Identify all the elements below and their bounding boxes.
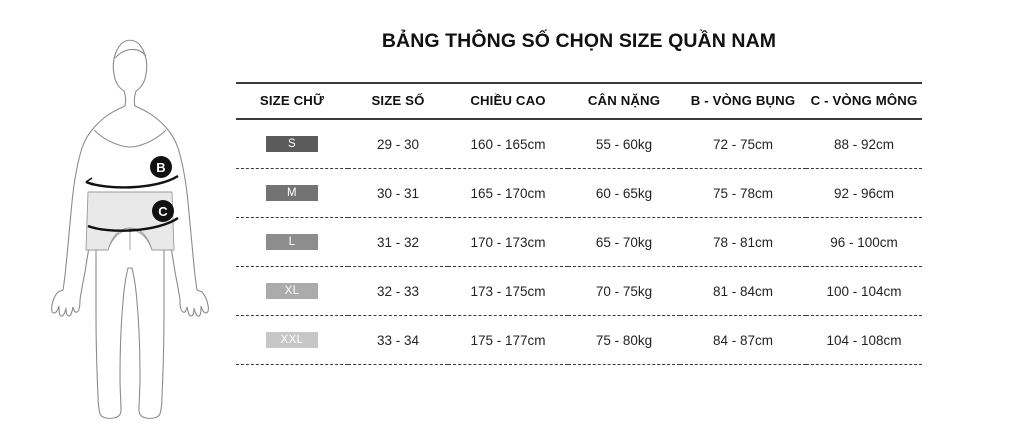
size-badge: M [266,185,318,202]
cell-size-letter: L [236,217,348,267]
table-row: M 30 - 31 165 - 170cm 60 - 65kg 75 - 78c… [236,168,922,218]
cell-size-number: 29 - 30 [348,119,448,169]
column-header-hip: C - VÒNG MÔNG [806,82,922,120]
chart-panel: BẢNG THÔNG SỐ CHỌN SIZE QUẦN NAM SIZE CH… [236,0,936,440]
table-row: XXL 33 - 34 175 - 177cm 75 - 80kg 84 - 8… [236,315,922,365]
column-header-waist: B - VÒNG BỤNG [680,82,806,120]
size-chart-table: SIZE CHỮ SIZE SỐ CHIỀU CAO CÂN NẶNG B - … [236,82,922,365]
size-badge: S [266,136,318,153]
cell-waist: 78 - 81cm [680,217,806,267]
table-row: XL 32 - 33 173 - 175cm 70 - 75kg 81 - 84… [236,266,922,316]
chest-line [93,129,167,148]
cell-size-number: 31 - 32 [348,217,448,267]
cell-weight: 55 - 60kg [568,119,680,169]
size-badge: L [266,234,318,251]
waist-marker-label: B [156,160,165,175]
size-badge: XXL [266,332,318,349]
cell-hip: 104 - 108cm [806,315,922,365]
cell-waist: 84 - 87cm [680,315,806,365]
cell-hip: 92 - 96cm [806,168,922,218]
column-header-weight: CÂN NẶNG [568,82,680,120]
cell-size-letter: S [236,119,348,169]
cell-size-number: 32 - 33 [348,266,448,316]
cell-height: 175 - 177cm [448,315,568,365]
cell-hip: 96 - 100cm [806,217,922,267]
table-header-row: SIZE CHỮ SIZE SỐ CHIỀU CAO CÂN NẶNG B - … [236,82,922,120]
table-row: L 31 - 32 170 - 173cm 65 - 70kg 78 - 81c… [236,217,922,267]
hip-marker-label: C [158,204,168,219]
column-header-size-number: SIZE SỐ [348,82,448,120]
page-title: BẢNG THÔNG SỐ CHỌN SIZE QUẦN NAM [381,30,777,52]
column-header-size-letter: SIZE CHỮ [236,82,348,120]
cell-waist: 75 - 78cm [680,168,806,218]
table-body: S 29 - 30 160 - 165cm 55 - 60kg 72 - 75c… [236,119,922,365]
hip-marker-c: C [152,200,174,222]
cell-height: 165 - 170cm [448,168,568,218]
waist-marker-circle [150,156,172,178]
cell-weight: 75 - 80kg [568,315,680,365]
body-diagram-svg: B C [51,39,209,419]
cell-size-number: 30 - 31 [348,168,448,218]
body-diagram: B C [36,14,236,426]
cell-hip: 88 - 92cm [806,119,922,169]
cell-waist: 81 - 84cm [680,266,806,316]
cell-size-letter: M [236,168,348,218]
cell-hip: 100 - 104cm [806,266,922,316]
cell-waist: 72 - 75cm [680,119,806,169]
cell-weight: 70 - 75kg [568,266,680,316]
size-badge: XL [266,283,318,300]
waist-marker-b: B [150,156,172,178]
cell-size-number: 33 - 34 [348,315,448,365]
cell-height: 170 - 173cm [448,217,568,267]
cell-size-letter: XXL [236,315,348,365]
cell-weight: 60 - 65kg [568,168,680,218]
table-row: S 29 - 30 160 - 165cm 55 - 60kg 72 - 75c… [236,119,922,169]
cell-size-letter: XL [236,266,348,316]
cell-weight: 65 - 70kg [568,217,680,267]
hip-marker-circle [152,200,174,222]
waist-measure-arrow [85,177,94,186]
hair-line [114,48,147,59]
cell-height: 173 - 175cm [448,266,568,316]
column-header-height: CHIỀU CAO [448,82,568,120]
cell-height: 160 - 165cm [448,119,568,169]
hip-measure-line [87,216,179,232]
